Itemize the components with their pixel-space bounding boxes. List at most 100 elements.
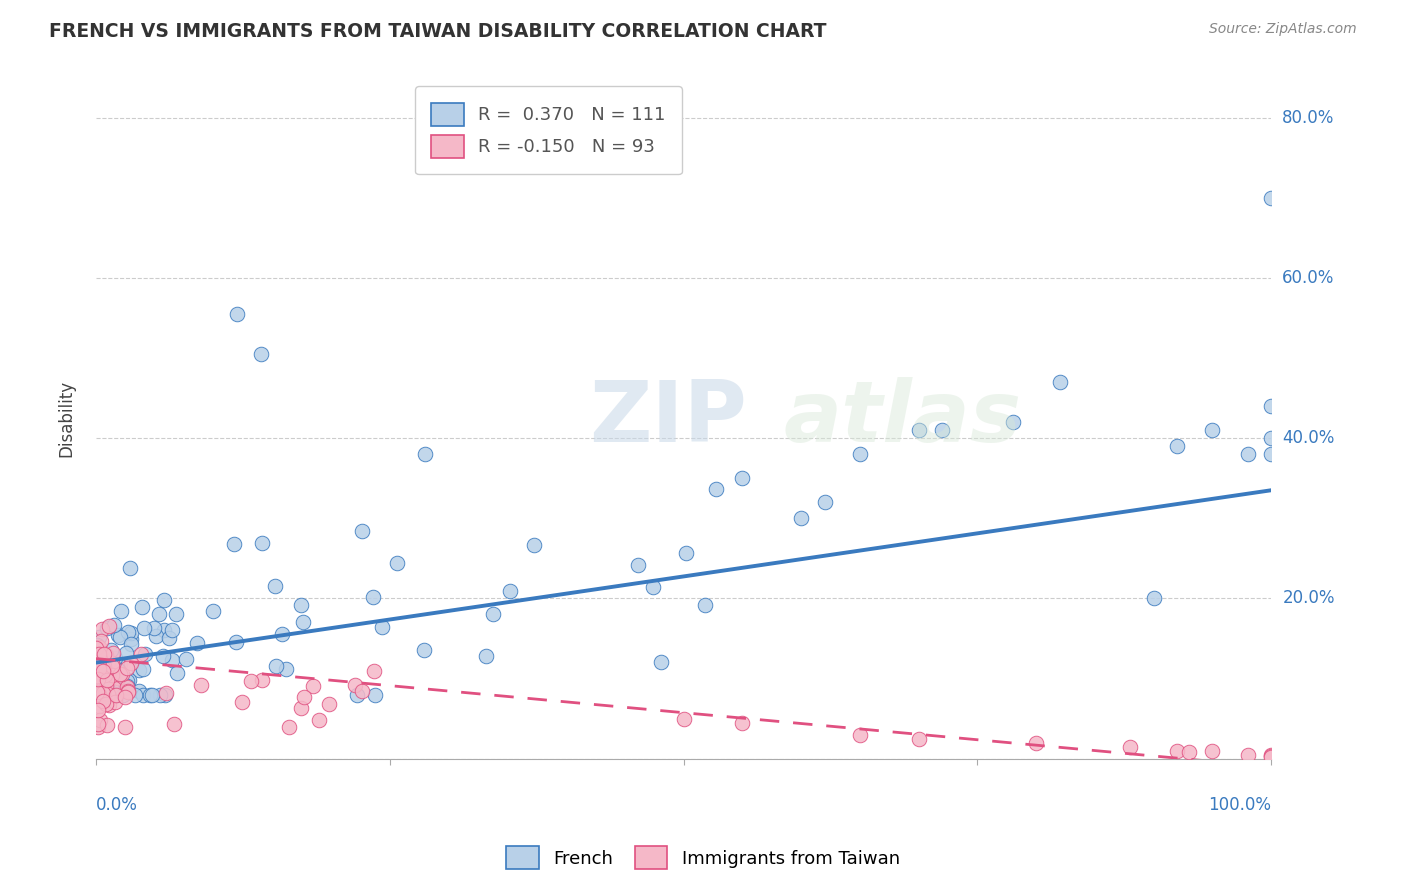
Text: 40.0%: 40.0% — [1282, 429, 1334, 447]
Point — [98, 698, 121, 712]
Point — [87, 662, 110, 676]
Point — [91, 694, 114, 708]
Point — [1201, 423, 1223, 437]
Point — [266, 658, 288, 673]
Point — [87, 672, 110, 686]
Point — [103, 618, 125, 632]
Point — [152, 623, 174, 637]
Point — [96, 718, 118, 732]
Point — [1260, 749, 1282, 764]
Point — [499, 584, 522, 599]
Point — [790, 511, 813, 525]
Point — [363, 688, 385, 702]
Point — [104, 688, 127, 702]
Point — [1201, 744, 1223, 758]
Point — [120, 637, 142, 651]
Point — [100, 656, 122, 670]
Point — [1260, 431, 1282, 445]
Point — [1236, 447, 1258, 461]
Point — [91, 661, 114, 675]
Point — [1166, 744, 1188, 758]
Point — [115, 661, 138, 675]
Text: 100.0%: 100.0% — [1208, 797, 1271, 814]
Point — [278, 720, 301, 734]
Point — [222, 537, 245, 551]
Point — [134, 648, 156, 662]
Point — [225, 635, 247, 649]
Point — [231, 695, 253, 709]
Point — [344, 678, 367, 692]
Point — [114, 720, 136, 734]
Point — [94, 668, 117, 682]
Point — [86, 716, 108, 731]
Point — [98, 665, 121, 680]
Point — [153, 593, 176, 607]
Text: 20.0%: 20.0% — [1282, 590, 1334, 607]
Point — [160, 653, 183, 667]
Point — [290, 700, 312, 714]
Point — [104, 651, 127, 665]
Point — [101, 667, 124, 681]
Point — [813, 495, 835, 509]
Point — [120, 632, 142, 647]
Point — [240, 674, 263, 689]
Point — [93, 647, 115, 661]
Point — [481, 607, 503, 622]
Point — [160, 624, 183, 638]
Point — [387, 556, 409, 570]
Point — [907, 731, 929, 746]
Point — [131, 647, 153, 661]
Point — [142, 621, 165, 635]
Point — [1178, 745, 1201, 759]
Point — [117, 625, 139, 640]
Point — [371, 620, 394, 634]
Point — [132, 688, 155, 702]
Point — [152, 648, 174, 663]
Point — [139, 688, 162, 702]
Point — [91, 652, 114, 666]
Point — [252, 673, 274, 688]
Point — [86, 672, 108, 686]
Text: 60.0%: 60.0% — [1282, 268, 1334, 287]
Point — [87, 691, 110, 706]
Point — [100, 655, 122, 669]
Point — [89, 698, 111, 713]
Point — [849, 728, 872, 742]
Point — [149, 688, 172, 702]
Point — [675, 546, 697, 560]
Point — [118, 561, 141, 575]
Point — [141, 688, 163, 702]
Point — [96, 679, 118, 693]
Point — [907, 423, 929, 437]
Point — [107, 671, 129, 685]
Point — [475, 648, 498, 663]
Point — [96, 656, 118, 670]
Text: 0.0%: 0.0% — [96, 797, 138, 814]
Point — [86, 642, 108, 657]
Point — [120, 626, 142, 640]
Point — [89, 688, 111, 702]
Point — [90, 633, 112, 648]
Point — [103, 646, 125, 660]
Point — [87, 658, 110, 673]
Point — [163, 716, 186, 731]
Point — [101, 679, 124, 693]
Point — [1119, 739, 1142, 754]
Point — [103, 681, 125, 696]
Point — [100, 681, 122, 696]
Point — [115, 684, 138, 698]
Point — [110, 667, 132, 681]
Point — [363, 591, 385, 605]
Point — [1001, 415, 1024, 429]
Point — [153, 688, 176, 702]
Y-axis label: Disability: Disability — [58, 380, 75, 457]
Point — [1260, 447, 1282, 461]
Point — [94, 648, 117, 663]
Point — [523, 539, 546, 553]
Legend: R =  0.370   N = 111, R = -0.150   N = 93: R = 0.370 N = 111, R = -0.150 N = 93 — [415, 87, 682, 175]
Point — [145, 629, 167, 643]
Point — [89, 687, 111, 701]
Point — [104, 688, 127, 702]
Point — [105, 688, 128, 702]
Point — [117, 679, 139, 693]
